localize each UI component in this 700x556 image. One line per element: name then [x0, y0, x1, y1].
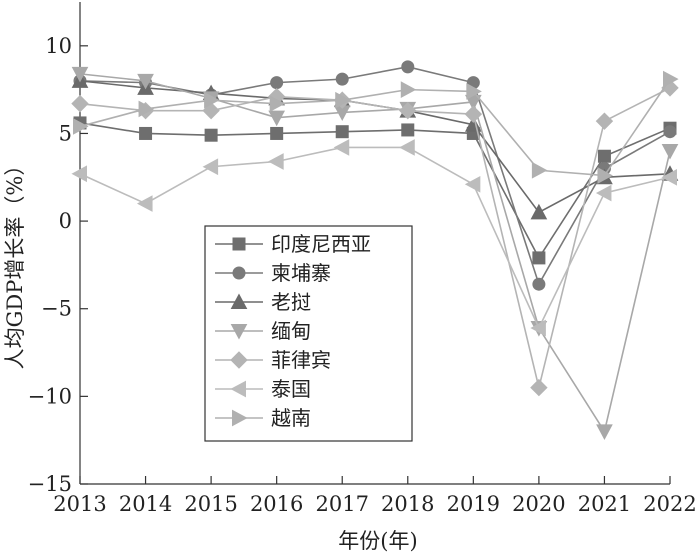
series-line — [79, 122, 671, 260]
data-point — [530, 378, 548, 397]
x-tick-label: 2016 — [250, 492, 303, 516]
data-point — [204, 91, 220, 109]
data-point — [335, 91, 351, 109]
data-point — [595, 184, 612, 202]
y-tick-label: 0 — [59, 209, 72, 233]
data-point — [73, 118, 89, 135]
data-point — [401, 60, 415, 74]
legend-label: 印度尼西亚 — [271, 232, 371, 256]
data-point — [230, 293, 248, 309]
data-point — [232, 237, 246, 251]
data-point — [335, 72, 349, 86]
y-tick-label: −10 — [28, 384, 72, 408]
data-point — [270, 126, 284, 140]
x-tick-label: 2018 — [381, 492, 434, 516]
data-point — [138, 100, 155, 118]
y-tick-label: 10 — [45, 34, 72, 58]
x-tick-label: 2022 — [643, 492, 696, 516]
data-point — [399, 101, 417, 120]
data-point — [596, 424, 613, 440]
data-point — [531, 161, 548, 179]
series-6 — [71, 139, 677, 337]
x-tick-label: 2020 — [512, 492, 565, 516]
y-tick-label: −15 — [28, 472, 72, 496]
legend-item: 菲律宾 — [215, 348, 331, 372]
legend-item: 缅甸 — [215, 319, 311, 343]
data-point — [333, 139, 350, 156]
legend-item: 老挝 — [215, 290, 311, 314]
data-point — [399, 139, 415, 156]
data-point — [268, 153, 284, 170]
series-5 — [71, 79, 679, 397]
x-tick-label: 2014 — [119, 492, 172, 516]
legend-label: 越南 — [271, 406, 311, 430]
data-point — [597, 149, 611, 163]
data-point — [230, 380, 246, 398]
series-line — [79, 87, 671, 388]
legend-label: 菲律宾 — [271, 348, 331, 372]
x-tick-label: 2021 — [578, 492, 631, 516]
data-point — [71, 94, 89, 113]
legend-label: 老挝 — [271, 290, 311, 314]
data-point — [232, 266, 246, 280]
x-tick-label: 2013 — [53, 492, 106, 516]
y-tick-label: 5 — [59, 121, 72, 145]
data-point — [268, 110, 286, 127]
data-point — [661, 168, 677, 186]
legend-item: 印度尼西亚 — [215, 232, 371, 256]
x-axis-title: 年份(年) — [338, 529, 417, 553]
data-point — [466, 83, 482, 100]
data-point — [532, 277, 546, 291]
y-axis-title: 人均GDP增长率（%） — [3, 155, 27, 370]
x-tick-label: 2015 — [184, 492, 237, 516]
data-point — [230, 351, 248, 369]
data-point — [230, 324, 248, 340]
data-point — [71, 165, 87, 183]
data-point — [661, 143, 679, 160]
series-line — [79, 78, 671, 177]
data-point — [595, 112, 614, 130]
series-line — [79, 146, 671, 330]
data-point — [530, 319, 546, 337]
data-point — [269, 95, 286, 112]
data-point — [71, 66, 89, 83]
series-layer — [71, 60, 679, 440]
legend-label: 柬埔寨 — [271, 261, 331, 285]
x-tick-label: 2017 — [315, 492, 368, 516]
data-point — [663, 70, 679, 88]
legend-item: 泰国 — [215, 377, 311, 401]
data-point — [530, 203, 548, 220]
legend-label: 泰国 — [271, 377, 311, 401]
data-point — [136, 195, 153, 212]
data-point — [204, 128, 218, 142]
data-point — [401, 123, 415, 137]
series-1 — [73, 116, 677, 265]
legend-item: 越南 — [215, 406, 311, 430]
data-point — [335, 125, 349, 139]
data-point — [663, 125, 677, 139]
data-point — [464, 105, 483, 123]
series-line — [79, 73, 671, 434]
data-point — [597, 167, 614, 184]
data-point — [400, 81, 417, 98]
data-point — [464, 175, 481, 193]
data-point — [532, 251, 546, 265]
data-point — [137, 73, 154, 90]
data-point — [232, 409, 248, 427]
legend-label: 缅甸 — [271, 319, 311, 343]
legend-item: 柬埔寨 — [215, 261, 331, 285]
data-point — [270, 76, 284, 90]
y-tick-label: −5 — [41, 297, 72, 321]
data-point — [139, 126, 153, 140]
x-tick-label: 2019 — [447, 492, 500, 516]
series-7 — [73, 70, 679, 184]
series-line — [79, 66, 671, 287]
data-point — [202, 158, 219, 176]
